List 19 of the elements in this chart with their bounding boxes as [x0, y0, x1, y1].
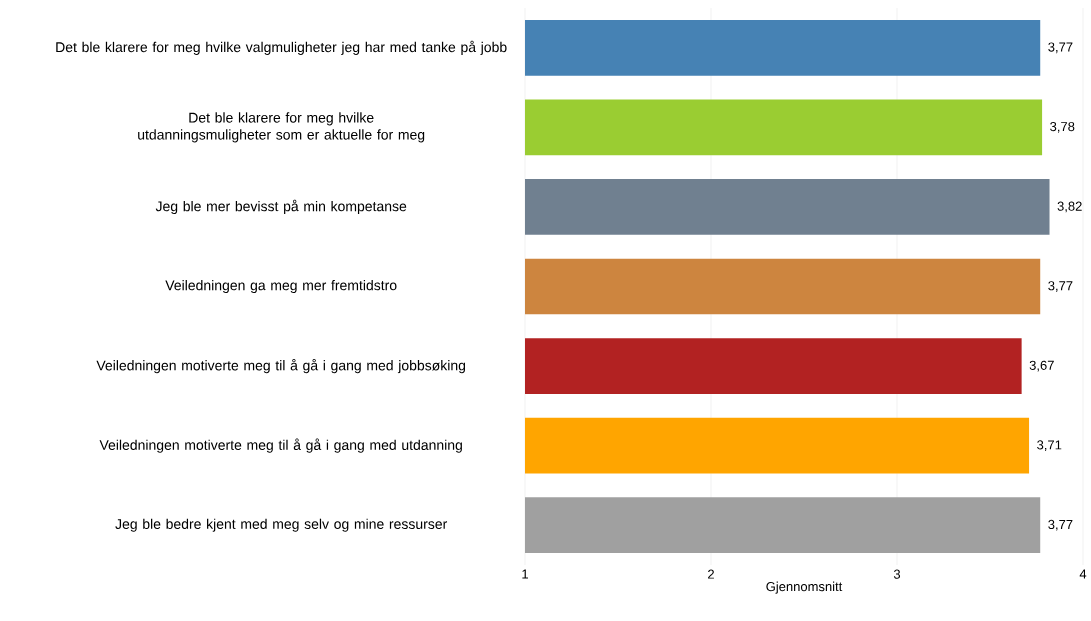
x-tick-label: 2 [708, 569, 714, 579]
y-tick-label: Veiledningen ga meg mer fremtidstro [165, 279, 397, 294]
y-tick-label: Jeg ble mer bevisst på min kompetanse [155, 199, 407, 215]
data-label: 3,82 [1057, 201, 1082, 213]
data-label: 3,77 [1048, 281, 1073, 292]
data-label: 3,67 [1029, 360, 1054, 372]
data-label: 3,78 [1050, 121, 1075, 133]
y-tick-label: Veiledningen motiverte meg til å gå i gang med utdanning [99, 438, 462, 453]
y-tick-label: Veiledningen motiverte meg til å gå i gang med jobbsøking [96, 358, 466, 374]
x-tick-label: 1 [522, 569, 528, 579]
x-axis-title: Gjennomsnitt [766, 581, 843, 594]
y-tick-label: Jeg ble bedre kjent med meg selv og mine ressurser [115, 518, 448, 532]
data-label: 3,71 [1037, 440, 1062, 452]
data-label: 3,77 [1048, 519, 1073, 531]
data-label: 3,77 [1048, 42, 1073, 54]
x-tick-label: 3 [893, 569, 901, 579]
x-tick-label: 4 [1079, 569, 1087, 579]
y-tick-label: Det ble klarere for meg hvilke utdanningsmuligheter som er aktuelle for meg [138, 112, 425, 143]
y-tick-label: Det ble klarere for meg hvilke valgmuligheter jeg har med tanke på jobb [56, 40, 507, 55]
